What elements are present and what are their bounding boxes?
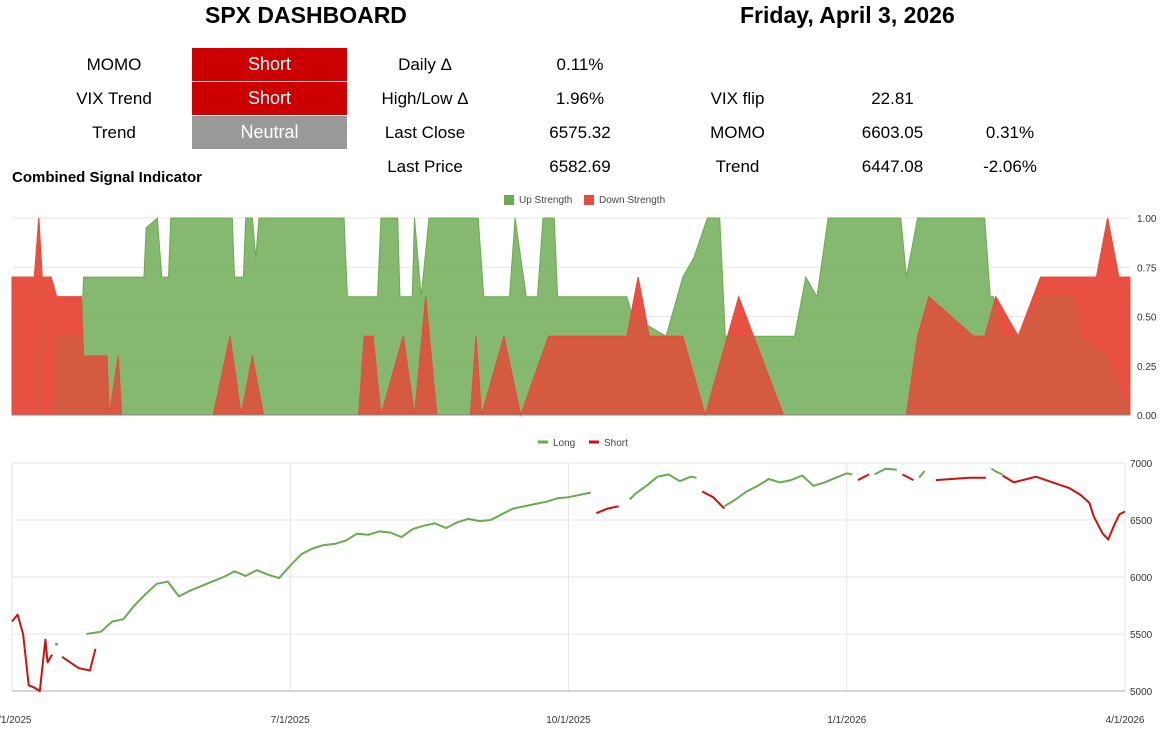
highlow-delta-label: High/Low Δ	[381, 89, 469, 108]
daily-delta-value: 0.11%	[556, 55, 604, 74]
y-tick-label: 0.00	[1137, 411, 1157, 422]
highlow-delta-value: 1.96%	[555, 89, 605, 108]
short-series-line	[61, 648, 97, 672]
legend-label-long: Long	[553, 438, 575, 449]
trend-level-pct: -2.06%	[983, 157, 1037, 176]
long-series-line	[723, 472, 853, 508]
trend-level-value: 6447.08	[861, 157, 924, 176]
y-tick-label: 7000	[1130, 459, 1153, 470]
x-tick-label: 1/1/2026	[827, 715, 866, 726]
momo-level-pct: 0.31%	[985, 123, 1035, 142]
daily-delta-label: Daily Δ	[398, 55, 452, 74]
y-tick-label: 0.25	[1137, 362, 1157, 373]
legend-label-short: Short	[604, 438, 628, 449]
short-series-line	[857, 473, 870, 481]
long-point	[55, 642, 59, 646]
momo-signal-badge: Short	[192, 48, 347, 81]
vix-flip-value: 22.81	[871, 89, 914, 108]
section-title: Combined Signal Indicator	[12, 169, 203, 186]
momo-level-label: MOMO	[710, 123, 765, 142]
last-price-value: 6582.69	[549, 157, 611, 176]
short-series-line	[11, 613, 53, 692]
up-strength-area	[12, 216, 1131, 416]
last-close-value: 6575.32	[549, 123, 611, 142]
vix-trend-signal-badge: Short	[192, 82, 347, 115]
trend-signal-badge: Neutral	[192, 116, 347, 149]
y-tick-label: 5000	[1130, 687, 1153, 698]
legend-swatch-down	[584, 195, 594, 205]
page-title: SPX DASHBOARD	[205, 2, 407, 28]
y-tick-label: 0.50	[1137, 313, 1157, 324]
last-price-label: Last Price	[387, 157, 463, 176]
long-series-line	[628, 473, 697, 501]
chart1-legend: Up Strength Down Strength	[504, 195, 665, 206]
short-series-line	[935, 476, 986, 482]
vix-flip-label: VIX flip	[710, 89, 765, 108]
price-chart: Long Short 7000 6500 6000 5500 5000 4/1/2025 7/1…	[0, 438, 1153, 726]
long-series-line	[990, 467, 1003, 476]
legend-swatch-up	[504, 195, 514, 205]
legend-label-down: Down Strength	[599, 195, 665, 206]
short-series-line	[1002, 474, 1126, 541]
signal-strength-chart: Up Strength Down Strength 1.00 0.75 0.50 0.25…	[11, 195, 1157, 422]
y-tick-label: 6500	[1130, 516, 1153, 527]
momo-level-value: 6603.05	[861, 123, 924, 142]
x-tick-label: 4/1/2026	[1106, 715, 1145, 726]
trend-level-label: Trend	[715, 157, 760, 176]
y-tick-label: 0.75	[1137, 263, 1157, 274]
long-series-line	[874, 467, 897, 476]
x-tick-label: 10/1/2025	[546, 715, 591, 726]
long-series-line	[918, 470, 926, 479]
legend-label-up: Up Strength	[519, 195, 572, 206]
chart2-legend: Long Short	[538, 438, 628, 449]
vix-trend-signal-label: VIX Trend	[76, 89, 152, 108]
trend-signal-label: Trend	[92, 123, 136, 142]
x-tick-label: 7/1/2025	[271, 715, 310, 726]
y-tick-label: 5500	[1130, 630, 1153, 641]
down-strength-area-overlay	[11, 217, 1131, 417]
y-tick-label: 6000	[1130, 573, 1153, 584]
y-tick-label: 1.00	[1137, 214, 1157, 225]
last-close-label: Last Close	[384, 123, 466, 142]
short-series-line	[701, 490, 726, 510]
short-series-line	[901, 473, 914, 481]
momo-signal-label: MOMO	[86, 55, 142, 74]
x-tick-label: 4/1/2025	[0, 715, 32, 726]
date-label: Friday, April 3, 2026	[740, 2, 955, 28]
short-series-line	[595, 505, 619, 515]
long-series-line	[86, 491, 592, 635]
